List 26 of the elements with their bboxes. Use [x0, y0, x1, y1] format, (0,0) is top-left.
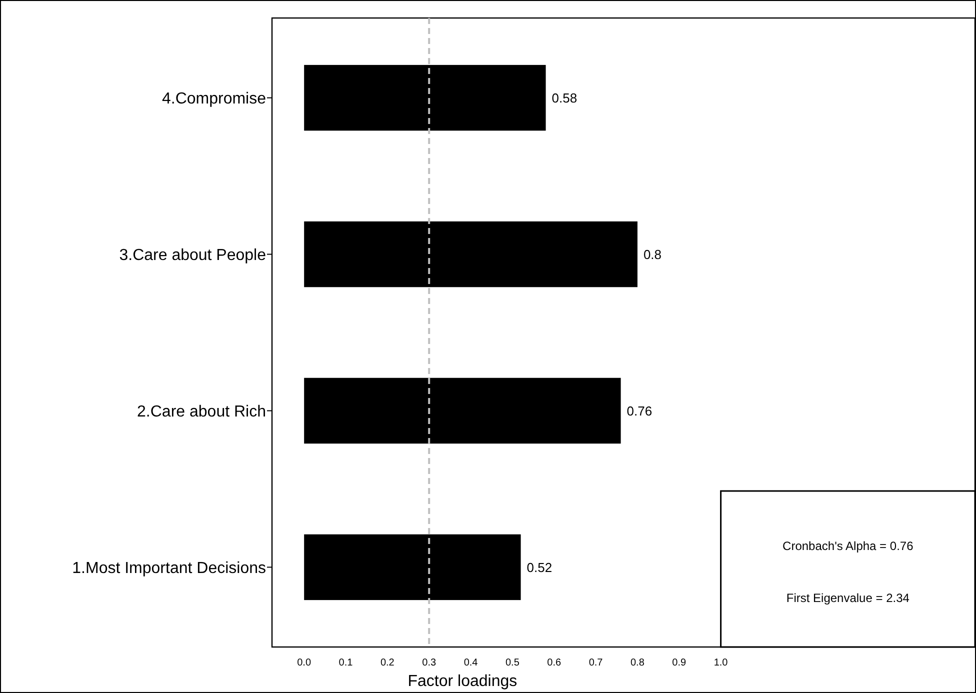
y-tick-label: 1.Most Important Decisions: [72, 560, 266, 577]
data-label: 0.58: [552, 90, 578, 106]
data-label: 0.8: [643, 246, 662, 262]
y-tick-label: 3.Care about People: [119, 246, 266, 264]
x-tick-label: 0.7: [588, 658, 604, 668]
x-tick-label: 0.3: [422, 658, 436, 668]
bar: [304, 64, 546, 131]
data-label: 0.76: [626, 403, 652, 418]
annotation: Cronbach's Alpha = 0.76: [782, 539, 914, 554]
x-axis-title: Factor loadings: [408, 673, 518, 690]
bar: [304, 534, 521, 600]
y-tick-label: 4.Compromise: [162, 90, 266, 108]
x-tick-label: 0.4: [464, 658, 478, 668]
x-tick-label: 1.0: [714, 658, 728, 668]
annotation: First Eigenvalue = 2.34: [786, 591, 910, 606]
y-tick-label: 2.Care about Rich: [137, 403, 266, 420]
x-tick-label: 0.0: [297, 658, 312, 668]
bar: [304, 378, 621, 444]
x-tick-label: 0.6: [547, 658, 562, 668]
x-tick-label: 0.8: [630, 658, 645, 668]
bar: [304, 221, 638, 288]
data-label: 0.52: [526, 560, 552, 575]
x-tick-label: 0.2: [380, 658, 395, 668]
x-tick-label: 0.1: [338, 658, 354, 668]
x-tick-label: 0.5: [505, 658, 520, 668]
x-tick-label: 0.9: [672, 658, 687, 668]
